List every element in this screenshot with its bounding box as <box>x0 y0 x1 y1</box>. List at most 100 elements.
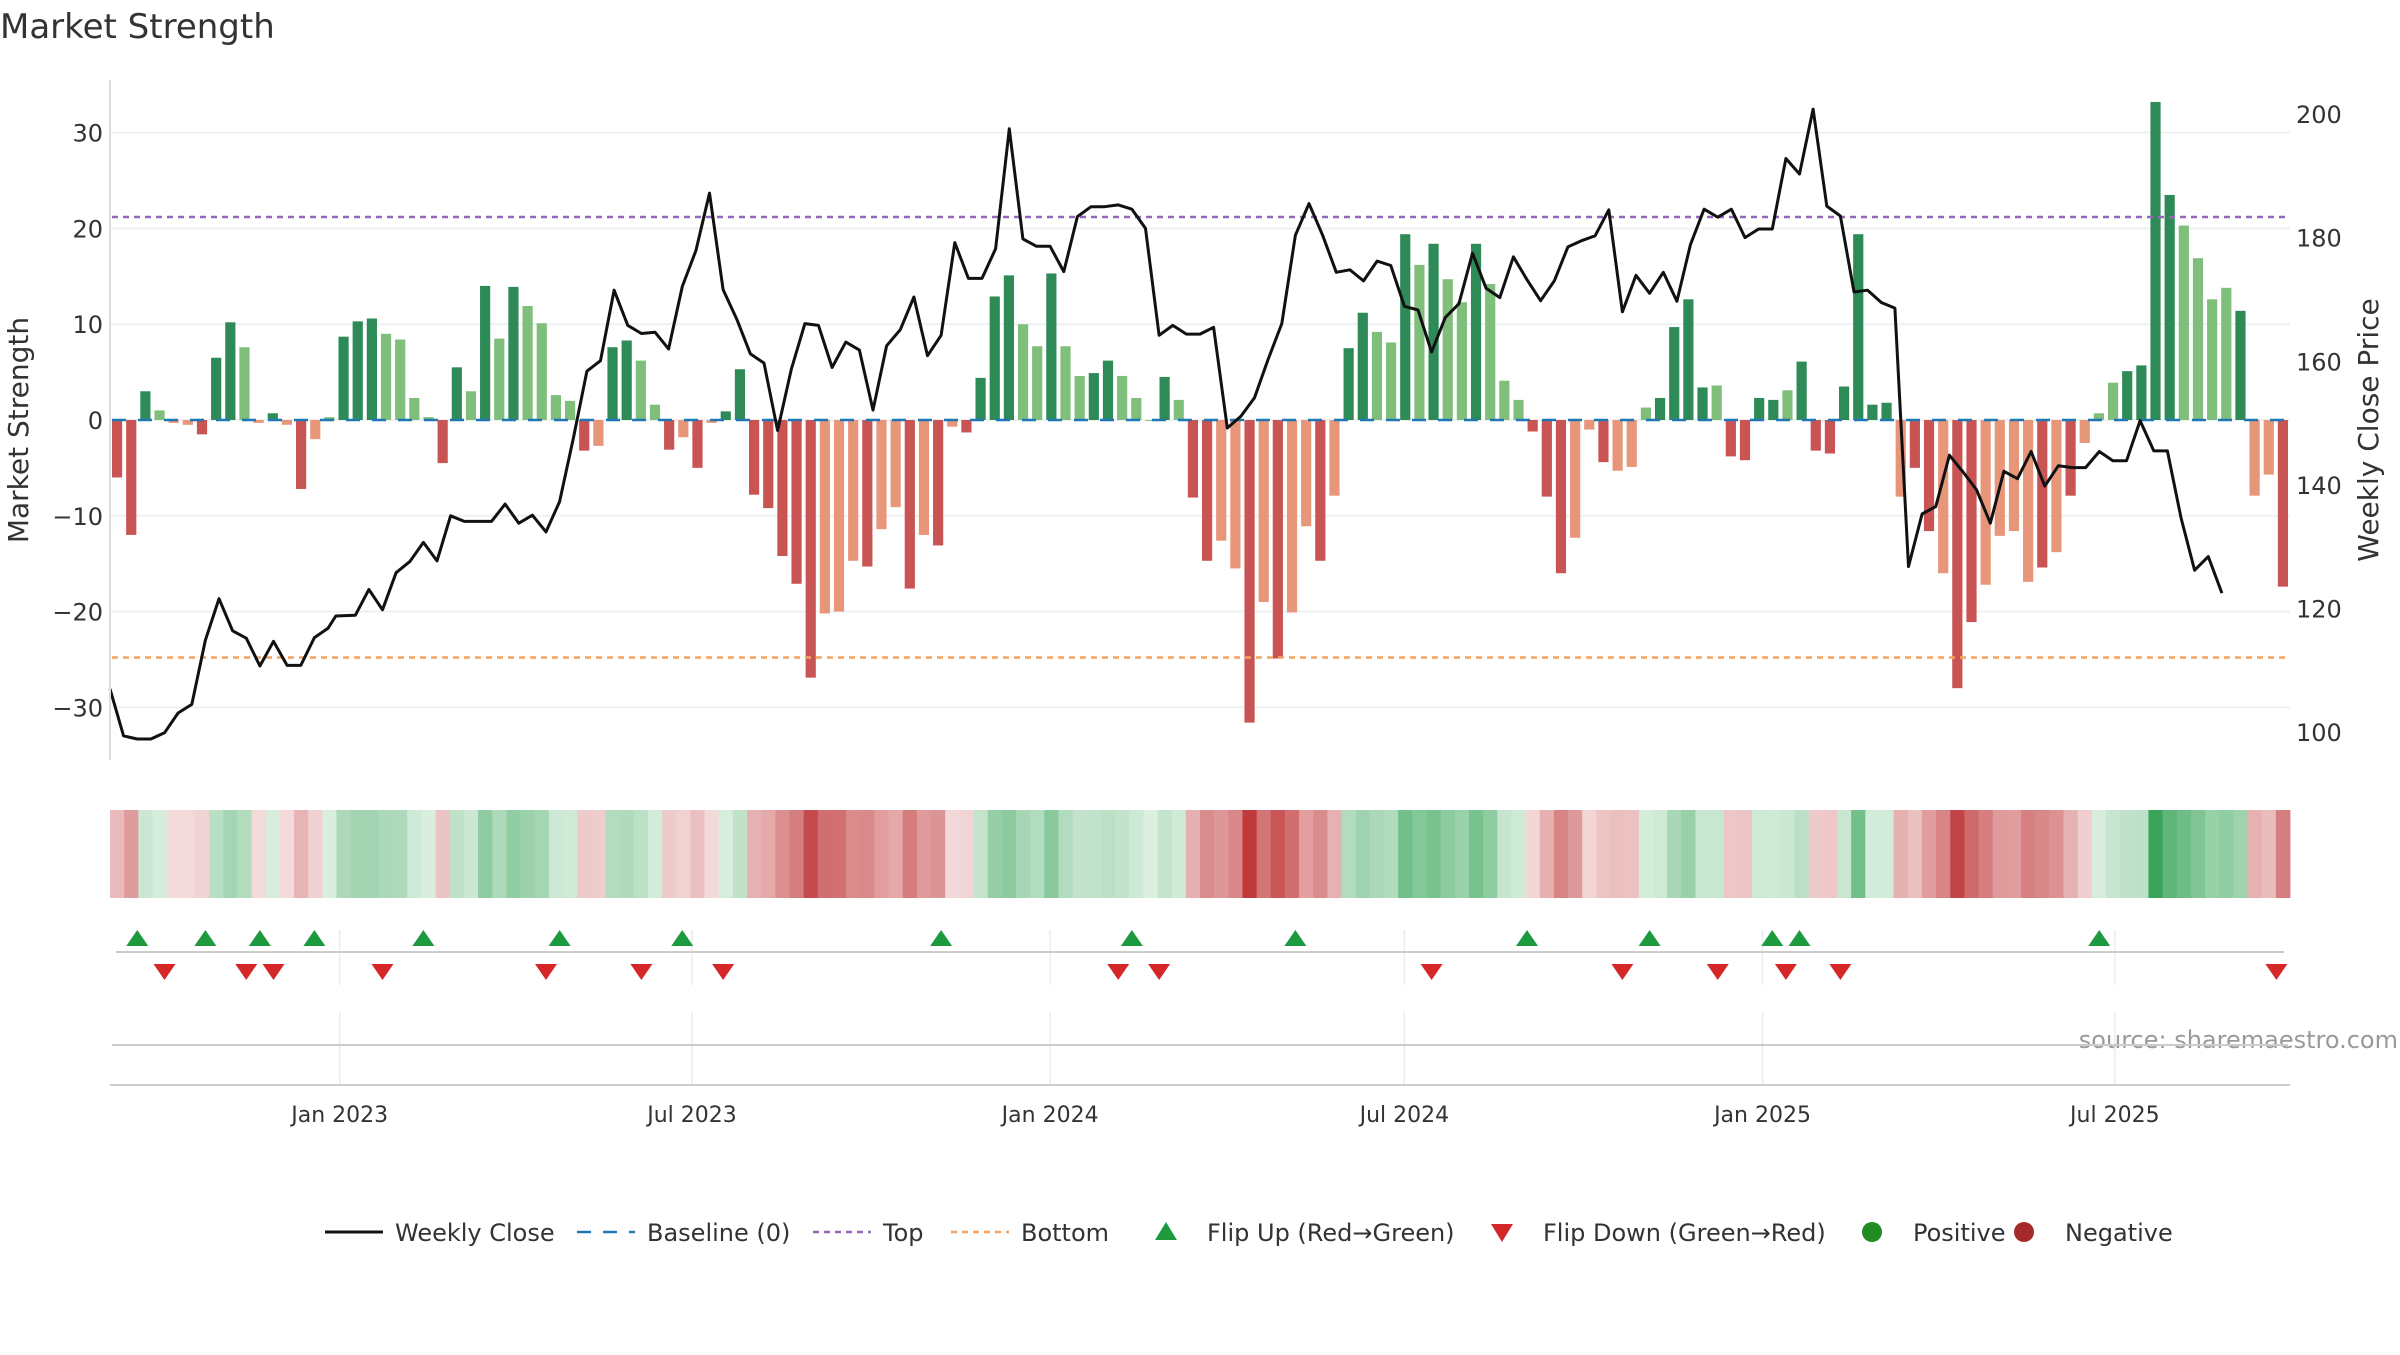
heat-cell <box>860 810 875 898</box>
heat-cell <box>378 810 394 898</box>
heat-cell <box>2176 810 2192 898</box>
strength-bar <box>1244 420 1255 723</box>
strength-bar <box>933 420 944 546</box>
strength-bar <box>2122 371 2133 420</box>
flip-down-marker <box>235 964 258 980</box>
strength-bar <box>1994 420 2005 536</box>
heat-cell <box>1610 810 1626 898</box>
heat-cell <box>846 810 861 898</box>
strength-bar <box>706 420 717 423</box>
strength-bar <box>225 322 236 420</box>
heat-cell <box>1893 810 1909 898</box>
heat-cell <box>251 810 267 898</box>
strength-bar <box>564 400 576 420</box>
heat-cell <box>1752 810 1767 898</box>
heat-cell <box>1737 810 1753 898</box>
strength-bar <box>748 420 760 495</box>
strength-bar <box>465 391 477 420</box>
strength-bar <box>550 395 562 420</box>
heat-cell <box>1978 810 1994 898</box>
strength-bar <box>1414 264 1425 420</box>
strength-bar <box>1201 420 1213 561</box>
legend-label: Negative <box>2065 1219 2173 1247</box>
strength-bar <box>253 420 264 423</box>
flip-down-marker <box>1706 964 1729 980</box>
strength-bar <box>2037 420 2048 568</box>
heat-cell <box>1553 810 1569 898</box>
strength-bar <box>2079 420 2090 443</box>
heat-cell <box>1865 810 1880 898</box>
strength-bar <box>593 420 604 446</box>
strength-bar <box>621 340 632 420</box>
heat-cell <box>1879 810 1895 898</box>
heat-cell <box>2063 810 2079 898</box>
strength-bar <box>182 420 193 425</box>
heat-cell <box>1398 810 1413 898</box>
heat-cell <box>817 810 833 898</box>
heat-cell <box>1681 810 1696 898</box>
strength-bar <box>2107 382 2119 420</box>
strength-bar <box>1881 402 1892 420</box>
strength-bar <box>2178 225 2189 420</box>
strength-bar <box>1499 380 1510 420</box>
y-tick-label: −10 <box>52 503 103 531</box>
strength-bar <box>409 397 420 420</box>
heat-cell <box>138 810 153 898</box>
strength-bar <box>961 420 972 433</box>
heat-cell <box>2247 810 2263 898</box>
strength-bar <box>989 296 1000 420</box>
heat-cell <box>2148 810 2163 898</box>
x-tick-label: Jan 2025 <box>1712 1103 1811 1128</box>
strength-bar <box>1584 420 1595 430</box>
heat-cell <box>1072 810 1088 898</box>
heat-cell <box>1412 810 1427 898</box>
x-tick-label: Jan 2024 <box>1000 1103 1099 1128</box>
strength-bar <box>1966 420 1977 623</box>
strength-bar <box>579 420 590 451</box>
heat-cell <box>1808 810 1824 898</box>
heat-cell <box>747 810 762 898</box>
strength-bar <box>1428 243 1439 420</box>
x-tick-label: Jul 2023 <box>645 1103 737 1128</box>
strength-bar <box>1669 327 1680 420</box>
heat-cell <box>931 810 946 898</box>
legend-label: Bottom <box>1021 1219 1109 1247</box>
chart-title: Market Strength <box>0 7 275 47</box>
x-tick-label: Jul 2025 <box>2068 1103 2160 1128</box>
strength-bar <box>140 391 151 420</box>
heat-cell <box>1384 810 1399 898</box>
heat-cell <box>1851 810 1866 898</box>
heat-cell <box>1355 810 1371 898</box>
heat-cell <box>2219 810 2234 898</box>
heat-cell <box>265 810 281 898</box>
strength-bar <box>1570 420 1581 538</box>
strength-bar <box>522 306 533 420</box>
strength-bar <box>154 410 165 420</box>
heat-cell <box>152 810 168 898</box>
strength-bar <box>1046 273 1057 420</box>
strength-bar <box>1456 302 1467 420</box>
y-tick-label: −30 <box>52 694 103 722</box>
heat-cell <box>1284 810 1300 898</box>
flip-down-marker <box>1774 964 1797 980</box>
strength-bar <box>338 336 349 420</box>
heat-cell <box>2105 810 2121 898</box>
heat-cell <box>1964 810 1979 898</box>
strength-bar <box>1654 397 1666 420</box>
strength-bar <box>1187 420 1199 498</box>
strength-bar <box>423 417 434 420</box>
legend: Weekly Close Baseline (0) Top Bottom Flip Up… <box>325 1219 2173 1247</box>
strength-bar <box>890 420 901 508</box>
strength-bar <box>1343 348 1354 420</box>
flip-up-marker <box>248 930 271 946</box>
flip-markers <box>126 930 2288 980</box>
y-tick-label: 30 <box>72 120 103 148</box>
strength-bar <box>2051 420 2062 553</box>
flip-down-marker <box>2265 964 2288 980</box>
x-tick-label: Jul 2024 <box>1358 1103 1450 1128</box>
heat-cell <box>1030 810 1045 898</box>
heat-cell <box>1454 810 1470 898</box>
strength-bar <box>1754 397 1765 420</box>
strength-bar <box>664 420 675 450</box>
strength-bar <box>678 420 689 438</box>
